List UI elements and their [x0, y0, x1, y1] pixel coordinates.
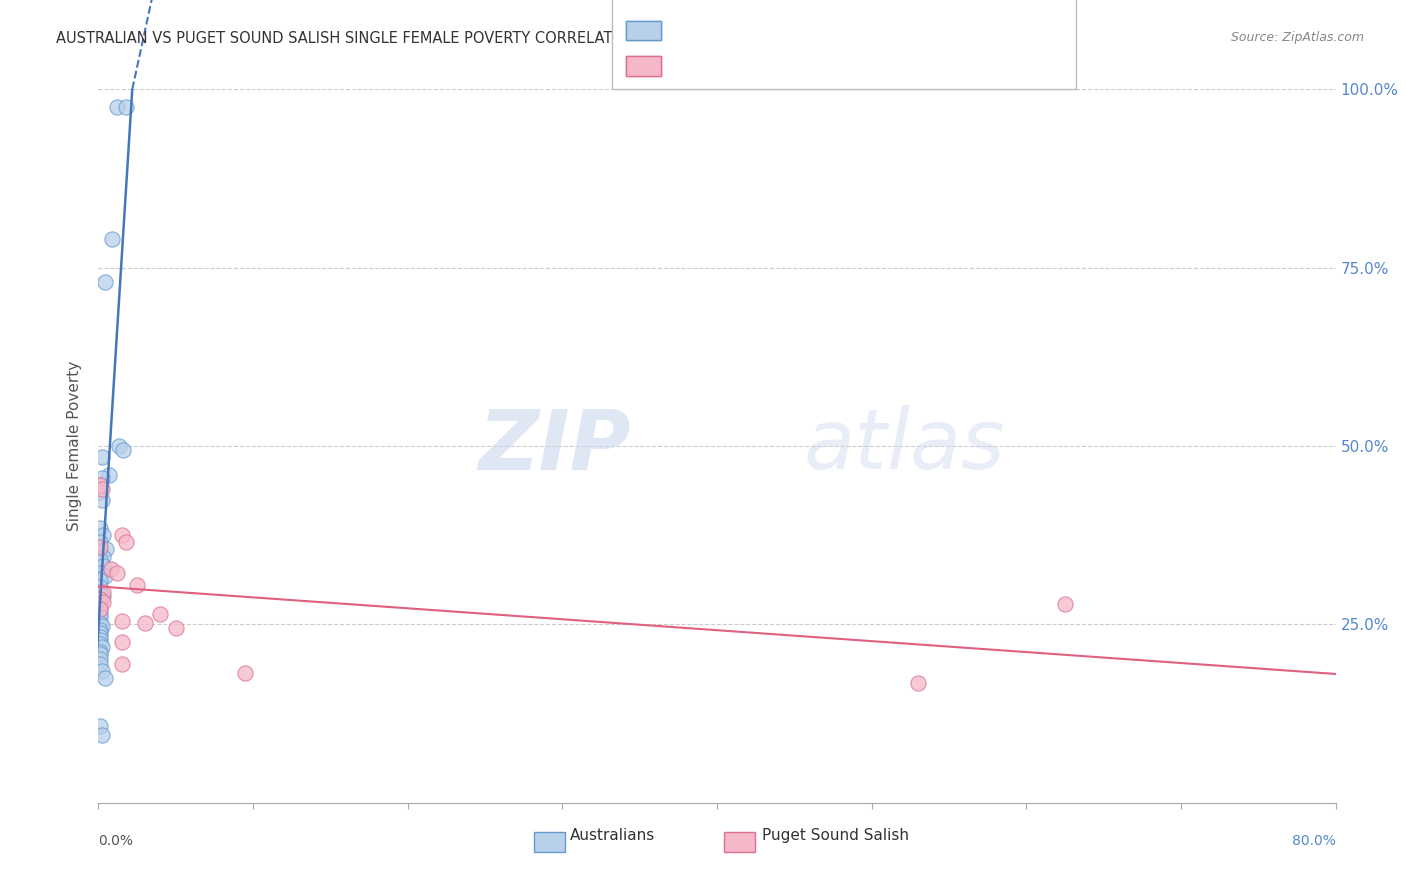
Text: R = -0.127   N = 21: R = -0.127 N = 21 — [668, 56, 831, 74]
Point — [93, 569, 115, 583]
Point — [89, 521, 111, 535]
Point — [89, 633, 111, 648]
Point — [1054, 598, 1077, 612]
Text: ZIP: ZIP — [478, 406, 630, 486]
Point — [907, 676, 929, 690]
Text: atlas: atlas — [804, 406, 1005, 486]
Point — [91, 594, 114, 608]
Point — [89, 573, 111, 587]
Text: Source: ZipAtlas.com: Source: ZipAtlas.com — [1230, 31, 1364, 45]
Point — [235, 665, 257, 680]
Point — [90, 728, 112, 742]
Text: Puget Sound Salish: Puget Sound Salish — [762, 829, 910, 843]
Point — [89, 630, 111, 644]
Point — [91, 558, 114, 573]
Point — [89, 592, 111, 607]
Text: 0.0%: 0.0% — [98, 834, 134, 848]
Point — [89, 601, 111, 615]
Point — [90, 640, 112, 655]
Point — [91, 589, 114, 603]
Point — [96, 542, 118, 557]
Point — [89, 585, 111, 599]
Point — [115, 535, 138, 549]
Point — [90, 619, 112, 633]
Point — [111, 614, 134, 628]
Point — [93, 275, 115, 289]
Point — [90, 492, 112, 507]
Point — [89, 648, 111, 662]
Point — [90, 664, 112, 678]
Point — [90, 482, 112, 496]
Point — [89, 657, 111, 671]
Point — [105, 100, 128, 114]
Point — [90, 471, 112, 485]
Point — [111, 657, 134, 671]
Text: Australians: Australians — [569, 829, 655, 843]
Point — [149, 607, 172, 621]
Point — [89, 535, 111, 549]
Point — [111, 635, 134, 649]
Point — [89, 594, 111, 608]
Point — [165, 621, 187, 635]
Point — [89, 601, 111, 615]
Point — [111, 528, 134, 542]
Point — [89, 626, 111, 640]
Text: 80.0%: 80.0% — [1292, 834, 1336, 848]
Text: R = -0.127   N = 21: R = -0.127 N = 21 — [633, 67, 796, 85]
Y-axis label: Single Female Poverty: Single Female Poverty — [67, 361, 83, 531]
Point — [89, 615, 111, 630]
Point — [89, 544, 111, 558]
Point — [134, 615, 156, 630]
Point — [89, 637, 111, 651]
Point — [112, 442, 135, 457]
Text: R =  0.723   N = 46: R = 0.723 N = 46 — [633, 31, 794, 49]
Point — [115, 100, 138, 114]
Point — [107, 439, 129, 453]
Point — [89, 478, 111, 492]
Point — [89, 610, 111, 624]
Point — [90, 450, 112, 464]
Point — [89, 580, 111, 594]
Point — [89, 623, 111, 637]
Point — [91, 549, 114, 564]
Point — [91, 528, 114, 542]
Point — [100, 562, 122, 576]
Point — [127, 578, 149, 592]
Point — [89, 485, 111, 500]
Point — [101, 232, 124, 246]
Point — [89, 607, 111, 621]
Point — [89, 566, 111, 580]
Point — [91, 585, 114, 599]
Point — [89, 719, 111, 733]
Point — [89, 478, 111, 492]
Text: R =  0.723   N = 46: R = 0.723 N = 46 — [668, 21, 830, 38]
Point — [89, 553, 111, 567]
Point — [105, 566, 128, 580]
Point — [93, 671, 115, 685]
Point — [98, 467, 121, 482]
Point — [89, 651, 111, 665]
Text: AUSTRALIAN VS PUGET SOUND SALISH SINGLE FEMALE POVERTY CORRELATION CHART: AUSTRALIAN VS PUGET SOUND SALISH SINGLE … — [56, 31, 693, 46]
Point — [89, 541, 111, 555]
Point — [89, 644, 111, 658]
